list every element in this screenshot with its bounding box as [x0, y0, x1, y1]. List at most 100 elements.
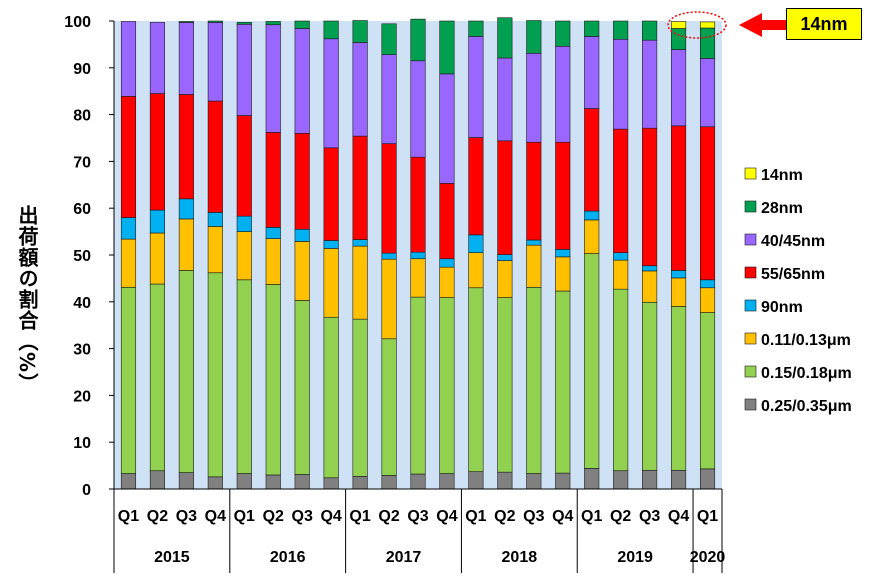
red-arrow-icon [739, 13, 787, 37]
bar-segment [613, 38, 629, 130]
bar-segment [294, 300, 310, 475]
bar-segment [265, 132, 281, 228]
bar-segment [584, 219, 600, 254]
x-tick-label: Q3 [176, 508, 197, 525]
x-tick-label: Q3 [639, 508, 660, 525]
highlight-ellipse [667, 11, 727, 39]
bar-segment [236, 231, 252, 281]
bar-segment [671, 469, 687, 490]
bar-segment [468, 137, 484, 236]
bar-segment [294, 474, 310, 490]
bar-segment [439, 266, 455, 298]
bar-segment [120, 21, 137, 97]
bar-segment [120, 96, 137, 218]
legend-label: 0.25/0.35μm [761, 398, 852, 415]
bar-segment [323, 38, 339, 149]
bar-segment [671, 125, 687, 271]
bar-segment [178, 198, 194, 220]
bar-segment [699, 126, 716, 281]
bar-segment [555, 20, 571, 47]
bar-segment [410, 258, 426, 298]
y-axis-label: 出荷額の割合（%） [15, 205, 39, 395]
y-tick-label: 30 [73, 342, 91, 359]
bar-segment [323, 240, 339, 249]
bar-segment [642, 265, 658, 272]
bar-segment [642, 20, 658, 41]
bar-segment [236, 215, 252, 232]
bar-segment [642, 127, 658, 267]
bar-segment [699, 27, 716, 59]
bar-segment [381, 258, 397, 340]
x-tick-label: Q4 [205, 508, 226, 525]
bar-segment [671, 49, 687, 127]
legend-swatch [744, 200, 757, 213]
bar-segment [497, 57, 513, 142]
bar-segment [699, 287, 716, 313]
bar-segment [526, 244, 542, 288]
x-tick-label: Q3 [292, 508, 313, 525]
bar-segment [149, 283, 165, 472]
legend-label: 14nm [761, 167, 803, 184]
x-tick-label: Q3 [523, 508, 544, 525]
bar-segment [207, 20, 223, 23]
bar-stacks [120, 17, 716, 490]
bar-segment [381, 54, 397, 144]
bar-segment [178, 472, 194, 490]
x-tick-label: Q1 [465, 508, 486, 525]
x-tick-label: Q4 [668, 508, 689, 525]
x-tick-label: Q1 [234, 508, 255, 525]
bar-segment [207, 212, 223, 227]
bar-segment [207, 272, 223, 478]
y-tick-label: 20 [73, 388, 91, 405]
legend-swatch [744, 365, 757, 378]
bar-segment [526, 52, 542, 143]
bar-segment [410, 251, 426, 260]
bar-segment [352, 239, 368, 247]
bar-segment [236, 115, 252, 217]
bar-segment [381, 338, 397, 476]
bar-segment [439, 473, 455, 490]
bar-segment [468, 36, 484, 138]
bar-segment [699, 279, 716, 289]
bar-segment [294, 241, 310, 301]
bar-segment [584, 20, 600, 37]
bar-segment [613, 252, 629, 261]
bar-segment [352, 42, 368, 137]
bar-segment [497, 471, 513, 490]
bar-segment [236, 279, 252, 474]
bar-segment [149, 93, 165, 211]
bar-segment [613, 259, 629, 290]
legend: 14nm 28nm 40/45nm 55/65nm 90nm 0.11/0.13μm 0.1… [744, 167, 852, 415]
bar-segment [439, 183, 455, 260]
legend-label: 90nm [761, 299, 803, 316]
y-tick-label: 90 [73, 61, 91, 78]
bar-segment [265, 227, 281, 239]
bar-segment [265, 284, 281, 476]
bar-segment [323, 147, 339, 241]
bar-segment [671, 270, 687, 279]
x-tick-label: Q2 [147, 508, 168, 525]
axes: 0 10 20 30 40 50 60 70 80 90 100 Q1 Q2 Q3 Q4 Q1 Q2 Q3 Q4 Q1… [64, 14, 725, 573]
bar-segment [149, 209, 165, 234]
x-tick-label: Q4 [436, 508, 457, 525]
bar-segment [323, 248, 339, 318]
bar-segment [323, 477, 339, 490]
bar-segment [584, 108, 600, 212]
bar-segment [555, 45, 571, 143]
bar-segment [410, 156, 426, 253]
x-tick-label: Q4 [552, 508, 573, 525]
bar-segment [352, 135, 368, 240]
bar-segment [555, 290, 571, 474]
bar-segment [584, 468, 600, 490]
bar-segment [555, 472, 571, 490]
legend-swatch [744, 233, 757, 246]
y-tick-label: 70 [73, 154, 91, 171]
bar-segment [265, 24, 281, 133]
bar-segment [178, 22, 194, 95]
x-tick-label: Q1 [118, 508, 139, 525]
bar-segment [642, 270, 658, 303]
bar-segment [671, 277, 687, 307]
bar-segment [178, 94, 194, 200]
bar-segment [410, 18, 426, 62]
bar-segment [178, 270, 194, 473]
